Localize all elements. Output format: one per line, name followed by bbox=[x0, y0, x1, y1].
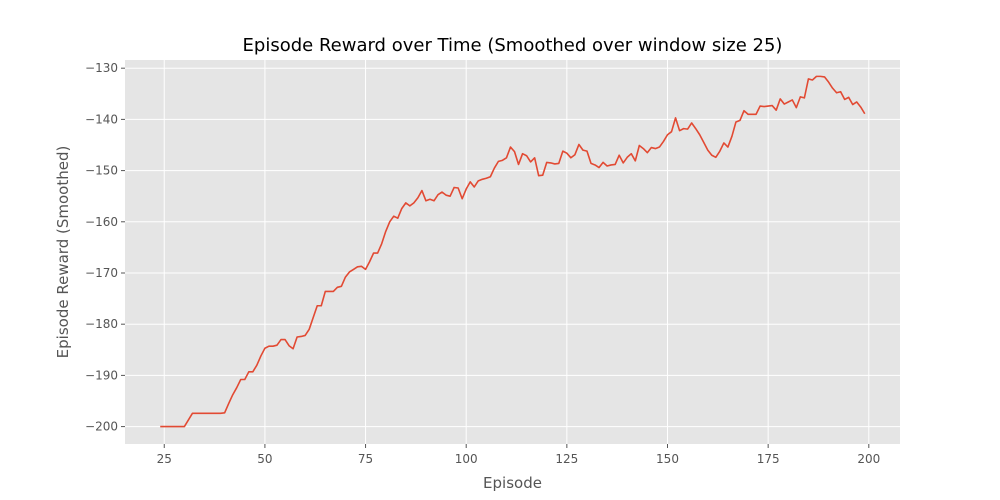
y-tick-label: −200 bbox=[85, 420, 118, 434]
y-tick-label: −130 bbox=[85, 61, 118, 75]
series-layer bbox=[160, 75, 866, 428]
x-tick-label: 150 bbox=[656, 452, 679, 466]
x-axis-label: Episode bbox=[483, 474, 542, 492]
axis-ticks: 25 50 75 100 125 150 175 200 −200 −190 −180 −170 −16… bbox=[85, 61, 880, 466]
plot-background bbox=[125, 60, 900, 444]
y-tick-label: −140 bbox=[85, 112, 118, 126]
x-tick-label: 200 bbox=[857, 452, 880, 466]
x-tick-label: 125 bbox=[555, 452, 578, 466]
y-tick-label: −170 bbox=[85, 266, 118, 280]
y-tick-label: −190 bbox=[85, 368, 118, 382]
y-axis-label: Episode Reward (Smoothed) bbox=[54, 146, 72, 359]
series-line bbox=[160, 75, 866, 428]
chart-title: Episode Reward over Time (Smoothed over … bbox=[243, 35, 783, 56]
x-tick-label: 25 bbox=[157, 452, 172, 466]
x-tick-label: 100 bbox=[455, 452, 478, 466]
y-tick-label: −180 bbox=[85, 317, 118, 331]
x-tick-label: 50 bbox=[257, 452, 272, 466]
x-tick-label: 75 bbox=[358, 452, 373, 466]
x-tick-label: 175 bbox=[757, 452, 780, 466]
grid-lines bbox=[125, 60, 900, 444]
y-tick-label: −150 bbox=[85, 164, 118, 178]
y-tick-label: −160 bbox=[85, 215, 118, 229]
